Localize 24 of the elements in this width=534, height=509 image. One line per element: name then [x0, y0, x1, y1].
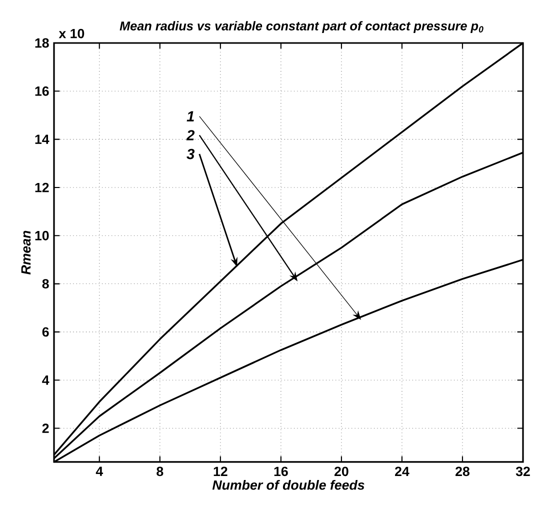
x-tick-label: 16	[274, 466, 288, 476]
y-tick-label: 18	[35, 38, 49, 48]
x-tick-label: 4	[96, 466, 104, 476]
chart-title: Mean radius vs variable constant part of contact pressure p$_{0}$	[120, 21, 484, 33]
y-axis-title: Rmean	[21, 230, 31, 274]
y-tick-label: 8	[42, 279, 49, 289]
text: x 10	[58, 28, 84, 38]
y-tick-label: 16	[35, 86, 49, 96]
x-tick-label: 28	[456, 466, 470, 476]
y-tick-label: 12	[35, 182, 49, 192]
x-tick-label: 20	[334, 466, 348, 476]
annotation: 3	[186, 148, 195, 160]
x-tick-label: 32	[516, 466, 530, 476]
x-tick-label: 8	[156, 466, 164, 476]
x-axis-title: Number of double feeds	[212, 480, 364, 490]
y-tick-label: 14	[35, 134, 50, 144]
x-tick-label: 12	[214, 466, 228, 476]
y-tick-label: 2	[42, 424, 49, 433]
annotation: 1	[186, 111, 194, 122]
y-tick-label: 6	[42, 327, 49, 337]
y-tick-label: 4	[42, 376, 50, 385]
x-tick-label: 24	[395, 466, 410, 476]
annotation: 2	[186, 130, 195, 140]
y-tick-label: 10	[35, 230, 49, 240]
